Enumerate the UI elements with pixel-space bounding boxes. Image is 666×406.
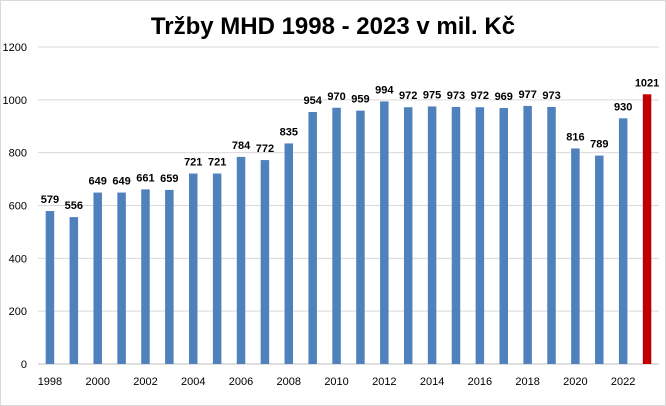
- data-label-2012: 994: [375, 84, 394, 96]
- x-tick-label-1998: 1998: [38, 376, 62, 388]
- y-tick-label-200: 200: [9, 306, 27, 318]
- bar-1999: [69, 217, 79, 364]
- data-label-2005: 721: [208, 157, 226, 169]
- data-label-2009: 954: [303, 95, 322, 107]
- bar-2000: [93, 192, 102, 364]
- bar-2021: [595, 155, 604, 364]
- data-label-2006: 784: [232, 140, 251, 152]
- data-label-2015: 973: [447, 90, 465, 102]
- x-tick-label-2006: 2006: [229, 376, 253, 388]
- data-label-2013: 972: [399, 90, 417, 102]
- data-label-2022: 930: [614, 101, 632, 113]
- data-label-2016: 972: [471, 90, 489, 102]
- bar-2023: [642, 94, 652, 365]
- bar-1998: [45, 211, 55, 364]
- bar-2013: [403, 107, 413, 364]
- bar-2018: [523, 105, 532, 364]
- bar-2017: [499, 108, 508, 365]
- data-label-2017: 969: [495, 91, 513, 103]
- x-tick-label-2008: 2008: [277, 376, 301, 388]
- data-label-2003: 659: [160, 173, 178, 185]
- x-tick-label-2004: 2004: [181, 376, 205, 388]
- bar-2001: [117, 192, 126, 364]
- bar-2014: [427, 106, 437, 364]
- data-label-2020: 816: [566, 131, 584, 143]
- data-label-2011: 959: [351, 94, 369, 106]
- bar-2008: [284, 143, 294, 364]
- bar-2003: [165, 189, 174, 364]
- bar-2006: [236, 156, 246, 364]
- bar-2011: [356, 110, 365, 364]
- data-label-2002: 661: [136, 172, 154, 184]
- bar-2007: [260, 160, 270, 364]
- chart-title: Tržby MHD 1998 - 2023 v mil. Kč: [150, 13, 516, 40]
- bar-2012: [380, 101, 389, 364]
- x-tick-label-2000: 2000: [85, 376, 109, 388]
- y-tick-label-0: 0: [21, 359, 27, 371]
- data-label-2007: 772: [256, 143, 274, 155]
- data-label-2000: 649: [89, 176, 107, 188]
- y-tick-label-1200: 1200: [3, 42, 27, 54]
- x-tick-label-2016: 2016: [468, 376, 492, 388]
- data-label-2019: 973: [542, 90, 560, 102]
- data-label-2008: 835: [280, 126, 298, 138]
- x-tick-label-2020: 2020: [563, 376, 587, 388]
- x-tick-label-2014: 2014: [420, 376, 444, 388]
- x-tick-label-2010: 2010: [324, 376, 348, 388]
- data-label-2010: 970: [327, 91, 345, 103]
- y-tick-label-600: 600: [9, 201, 27, 213]
- bar-2020: [571, 148, 580, 364]
- data-label-2001: 649: [112, 176, 130, 188]
- x-tick-label-2018: 2018: [515, 376, 539, 388]
- y-tick-label-800: 800: [9, 148, 27, 160]
- data-label-1999: 556: [65, 200, 83, 212]
- y-tick-label-1000: 1000: [3, 95, 27, 107]
- bar-2005: [212, 173, 222, 364]
- data-label-2021: 789: [590, 139, 608, 151]
- bar-2022: [618, 118, 628, 364]
- x-tick-label-2002: 2002: [133, 376, 157, 388]
- data-label-2018: 977: [518, 89, 536, 101]
- bar-2015: [451, 106, 461, 365]
- bar-2002: [141, 189, 150, 364]
- data-label-1998: 579: [41, 194, 59, 206]
- bar-2019: [547, 106, 556, 365]
- data-label-2004: 721: [184, 157, 202, 169]
- bar-2004: [189, 173, 198, 364]
- data-label-2023: 1021: [635, 77, 659, 89]
- x-tick-label-2022: 2022: [611, 376, 635, 388]
- x-tick-label-2012: 2012: [372, 376, 396, 388]
- bar-2009: [308, 111, 317, 364]
- data-label-2014: 975: [423, 89, 441, 101]
- bar-2016: [475, 107, 485, 364]
- bar-2010: [332, 107, 341, 364]
- y-tick-label-400: 400: [9, 253, 27, 265]
